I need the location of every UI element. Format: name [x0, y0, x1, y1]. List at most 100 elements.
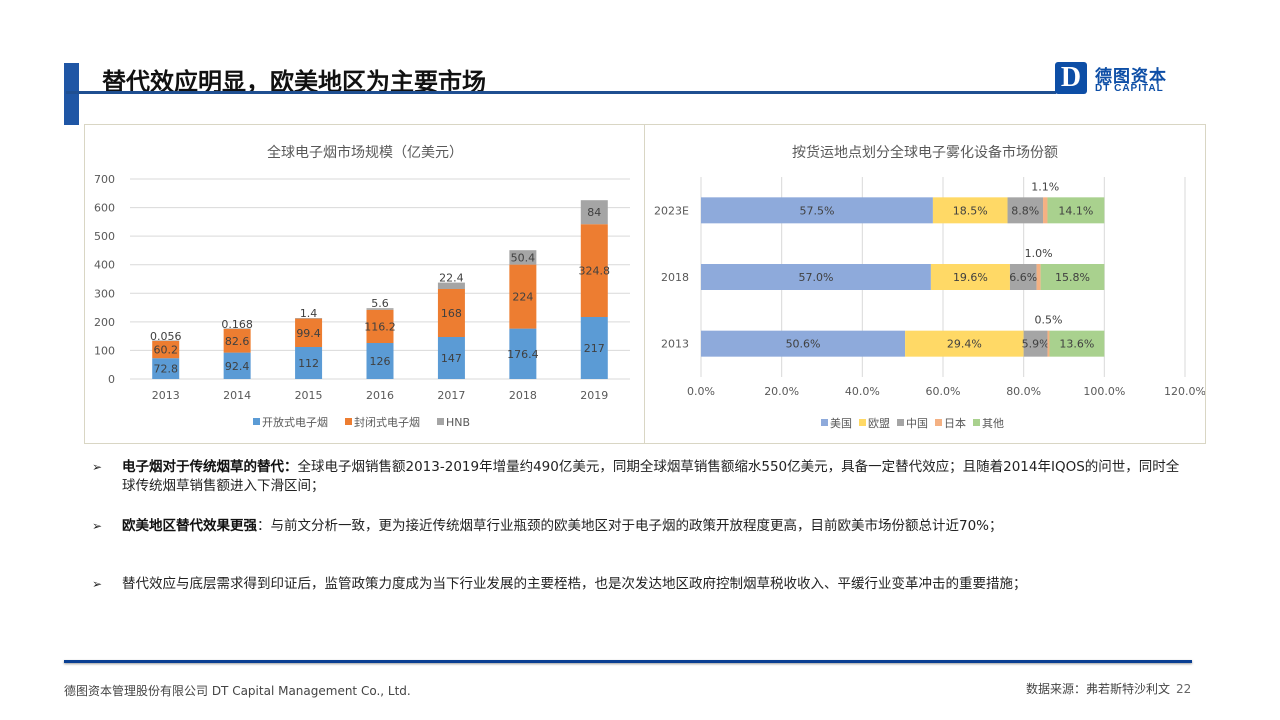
bar-segment — [905, 330, 1024, 357]
data-label: 217 — [584, 342, 605, 355]
y-tick-label: 600 — [94, 202, 115, 215]
footer-company: 德图资本管理股份有限公司 DT Capital Management Co., … — [64, 684, 411, 698]
y-tick-label: 2013 — [661, 338, 689, 351]
x-tick-label: 2013 — [152, 389, 180, 402]
bar-segment — [1049, 330, 1105, 357]
data-label: 1.0% — [1025, 247, 1053, 260]
bar-segment — [509, 250, 537, 265]
data-label: 19.6% — [953, 271, 988, 284]
bar-segment — [366, 308, 394, 310]
y-tick-label: 300 — [94, 287, 115, 300]
market-share-chart: 按货运地点划分全球电子雾化设备市场份额 0.0% 20.0% 40.0% 60.0% 80… — [654, 144, 1206, 430]
x-tick-label: 120.0% — [1164, 385, 1205, 398]
y-tick-label: 2018 — [661, 271, 689, 284]
bar-segment — [366, 309, 394, 343]
bullet-heading: 电子烟对于传统烟草的替代： — [122, 459, 298, 475]
logo-name-en: DT CAPITAL — [1095, 83, 1164, 94]
bar-segment — [366, 343, 394, 379]
footer-source: 数据来源：弗若斯特沙利文 22 — [1026, 680, 1191, 697]
market-share-chart-panel: 按货运地点划分全球电子雾化设备市场份额 0.0% 20.0% 40.0% 60.0% 80… — [644, 124, 1206, 444]
bar-segment — [701, 197, 933, 224]
data-label: 15.8% — [1055, 271, 1090, 284]
legend-label: 日本 — [944, 416, 966, 430]
bar-segment — [1040, 264, 1105, 290]
bar-segment — [1043, 197, 1048, 224]
data-label: 147 — [441, 352, 462, 365]
x-tick-label: 0.0% — [687, 385, 715, 398]
bar-segment — [223, 352, 251, 379]
legend-label: 开放式电子烟 — [262, 415, 328, 429]
bar-segment — [295, 318, 323, 319]
bar-segment — [580, 317, 608, 379]
bullet-text: 全球电子烟销售额2013-2019年增量约490亿美元，同期全球烟草销售额缩水5… — [122, 459, 1180, 494]
legend-label: 封闭式电子烟 — [354, 415, 420, 429]
legend-label: 中国 — [906, 417, 928, 430]
data-label: 1.1% — [1031, 180, 1059, 193]
bar-segment — [295, 347, 323, 379]
data-label: 224 — [512, 291, 533, 304]
data-label: 0.056 — [150, 330, 182, 343]
bullet-heading: 欧美地区替代效果更强 — [122, 518, 257, 534]
legend-swatch — [253, 418, 260, 425]
data-label: 57.0% — [798, 271, 833, 284]
legend-swatch — [935, 419, 942, 426]
y-tick-label: 500 — [94, 230, 115, 243]
bar-segment — [437, 282, 465, 289]
x-tick-label: 2016 — [366, 389, 394, 402]
data-label: 14.1% — [1058, 204, 1093, 217]
legend-label: HNB — [446, 416, 470, 429]
x-tick-label: 100.0% — [1083, 385, 1125, 398]
legend-swatch — [437, 418, 444, 425]
data-label: 82.6 — [225, 335, 250, 348]
data-label: 50.6% — [786, 338, 821, 351]
bullet-text: 替代效应与底层需求得到印证后，监管政策力度成为当下行业发展的主要桎梏，也是次发达… — [122, 576, 1027, 592]
data-label: 60.2 — [153, 344, 178, 357]
data-label: 72.8 — [153, 363, 178, 376]
x-tick-label: 2019 — [580, 389, 608, 402]
bar-segment — [152, 358, 180, 379]
data-label: 1.4 — [300, 307, 318, 320]
data-label: 6.6% — [1009, 271, 1037, 284]
logo-mark-icon: D — [1055, 62, 1087, 94]
data-label: 18.5% — [953, 204, 988, 217]
data-label: 8.8% — [1011, 204, 1039, 217]
bar-segment — [930, 264, 1010, 290]
bar-segment — [295, 318, 323, 347]
bar-segment — [701, 264, 931, 290]
x-tick-label: 2014 — [223, 389, 251, 402]
bullet-text: ：与前文分析一致，更为接近传统烟草行业瓶颈的欧美地区对于电子烟的政策开放程度更高… — [257, 518, 1003, 534]
bar-segment — [1036, 264, 1041, 290]
data-label: 116.2 — [364, 320, 396, 333]
bar-segment — [1023, 330, 1048, 357]
data-source: 数据来源：弗若斯特沙利文 — [1026, 682, 1171, 696]
x-tick-label: 80.0% — [1006, 385, 1041, 398]
data-label: 168 — [441, 307, 462, 320]
market-size-chart-panel: 全球电子烟市场规模（亿美元） 0 100 200 300 400 500 600 700 72.8… — [84, 124, 646, 444]
legend-swatch — [897, 419, 904, 426]
y-tick-label: 400 — [94, 259, 115, 272]
bullet-arrow-icon: ➢ — [92, 577, 103, 591]
legend-swatch — [821, 419, 828, 426]
bar-segment — [1047, 197, 1105, 224]
footer-divider — [64, 660, 1192, 663]
page-number: 22 — [1176, 682, 1192, 696]
bullet-arrow-icon: ➢ — [92, 460, 103, 474]
data-label: 99.4 — [296, 327, 321, 340]
bar-segment — [152, 341, 180, 359]
legend-swatch — [345, 418, 352, 425]
x-tick-label: 40.0% — [845, 385, 880, 398]
bar-segment — [580, 224, 608, 317]
chart-title: 全球电子烟市场规模（亿美元） — [267, 144, 463, 161]
x-tick-label: 2017 — [437, 389, 465, 402]
data-label: 126 — [370, 355, 391, 368]
data-label: 50.4 — [511, 251, 536, 264]
company-logo: D 德图资本 DT CAPITAL — [1055, 62, 1180, 96]
data-label: 112 — [298, 357, 319, 370]
y-tick-label: 2023E — [654, 204, 689, 217]
data-label: 29.4% — [947, 338, 982, 351]
legend-swatch — [859, 419, 866, 426]
legend-swatch — [973, 419, 980, 426]
logo-name-cn: 德图资本 — [1095, 67, 1167, 87]
title-accent-bar — [64, 63, 79, 125]
data-label: 92.4 — [225, 360, 250, 373]
